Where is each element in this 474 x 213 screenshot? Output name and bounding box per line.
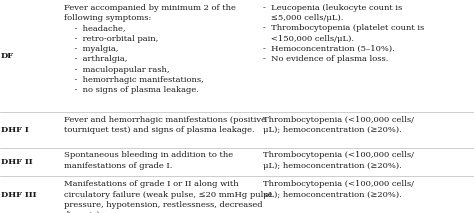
Text: DHF III: DHF III xyxy=(1,191,36,199)
Text: DHF II: DHF II xyxy=(1,158,33,166)
Text: Spontaneous bleeding in addition to the
manifestations of grade I.: Spontaneous bleeding in addition to the … xyxy=(64,151,233,170)
Text: Manifestations of grade I or II along with
circulatory failure (weak pulse, ≤20 : Manifestations of grade I or II along wi… xyxy=(64,180,273,213)
Text: DHF I: DHF I xyxy=(1,126,29,134)
Text: Thrombocytopenia (<100,000 cells/
μL); hemoconcentration (≥20%).: Thrombocytopenia (<100,000 cells/ μL); h… xyxy=(263,151,414,170)
Text: -  Leucopenia (leukocyte count is
   ≤5,000 cells/μL).
-  Thrombocytopenia (plat: - Leucopenia (leukocyte count is ≤5,000 … xyxy=(263,4,424,63)
Text: Fever and hemorrhagic manifestations (positive
tourniquet test) and signs of pla: Fever and hemorrhagic manifestations (po… xyxy=(64,116,266,134)
Text: Thrombocytopenia (<100,000 cells/
μL); hemoconcentration (≥20%).: Thrombocytopenia (<100,000 cells/ μL); h… xyxy=(263,116,414,134)
Text: Fever accompanied by minimum 2 of the
following symptoms:
    -  headache,
    -: Fever accompanied by minimum 2 of the fo… xyxy=(64,4,236,94)
Text: Thrombocytopenia (<100,000 cells/
μL); hemoconcentration (≥20%).: Thrombocytopenia (<100,000 cells/ μL); h… xyxy=(263,180,414,199)
Text: DF: DF xyxy=(1,52,14,60)
